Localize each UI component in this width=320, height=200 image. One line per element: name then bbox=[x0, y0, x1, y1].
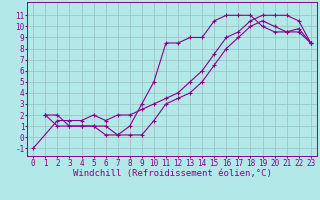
X-axis label: Windchill (Refroidissement éolien,°C): Windchill (Refroidissement éolien,°C) bbox=[73, 169, 271, 178]
